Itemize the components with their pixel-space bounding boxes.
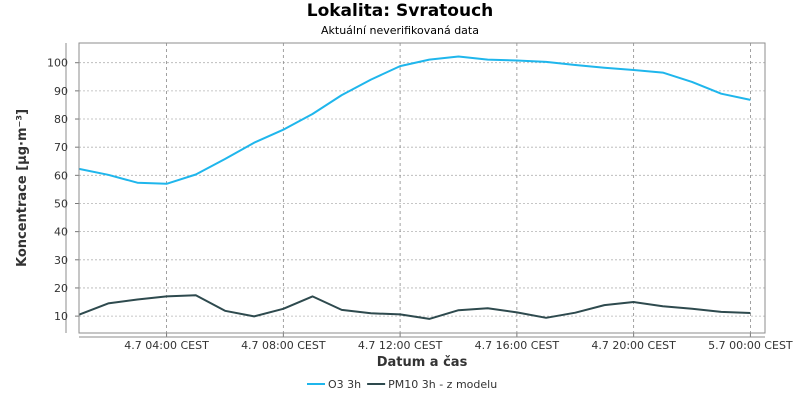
x-tick-label: 4.7 12:00 CEST	[358, 339, 443, 352]
y-tick-label: 60	[54, 169, 68, 182]
y-tick-label: 70	[54, 141, 68, 154]
chart-subtitle: Aktuální neverifikovaná data	[321, 24, 479, 37]
axes	[65, 42, 766, 338]
plot-background	[79, 43, 765, 333]
x-axis-title: Datum a čas	[377, 355, 468, 370]
x-tick-label: 4.7 08:00 CEST	[241, 339, 326, 352]
y-tick-label: 10	[54, 310, 68, 323]
x-tick-label: 5.7 00:00 CEST	[708, 339, 793, 352]
y-tick-label: 100	[47, 57, 68, 70]
chart-title: Lokalita: Svratouch	[306, 1, 494, 21]
plot-area	[79, 43, 765, 333]
y-tick-label: 30	[54, 254, 68, 267]
y-tick-label: 40	[54, 226, 68, 239]
x-tick-label: 4.7 04:00 CEST	[124, 339, 209, 352]
x-tick-label: 4.7 16:00 CEST	[475, 339, 560, 352]
series-layer	[78, 55, 751, 320]
tick-labels: 10 20 30 40 50 60 70 80 90 100 4.7 04:00 CEST 4.7 0…	[47, 57, 793, 352]
legend: O3 3h PM10 3h - z modelu	[307, 378, 497, 391]
y-tick-label: 90	[54, 85, 68, 98]
y-tick-label: 80	[54, 113, 68, 126]
series-points-1	[78, 56, 751, 184]
series-line-1	[78, 55, 751, 185]
x-tick-label: 4.7 20:00 CEST	[591, 339, 676, 352]
legend-label-2: PM10 3h - z modelu	[388, 378, 497, 391]
y-axis-title: Koncentrace [µg·m⁻³]	[15, 109, 30, 267]
y-tick-label: 20	[54, 282, 68, 295]
y-tick-label: 50	[54, 197, 68, 210]
grid	[75, 43, 765, 337]
plot-border	[78, 42, 766, 334]
legend-label-1: O3 3h	[328, 378, 361, 391]
series-line-2	[78, 294, 751, 320]
